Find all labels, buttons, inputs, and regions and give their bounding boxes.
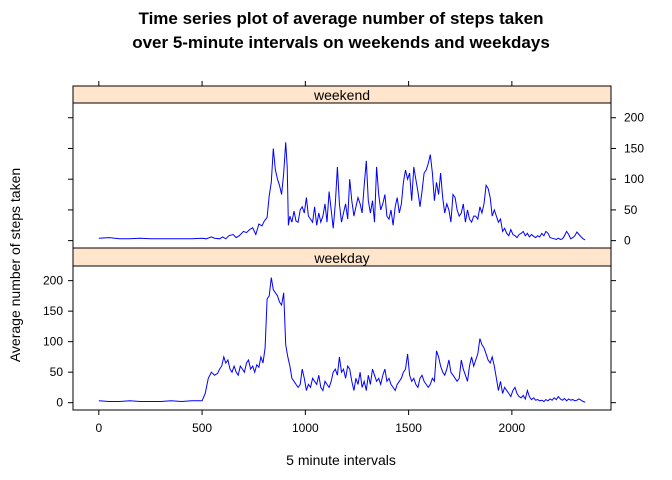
ytick-label-weekend: 200	[624, 111, 644, 125]
ytick-label-weekday: 200	[43, 274, 63, 288]
panel-weekday: weekday	[72, 247, 612, 411]
plot-frame-weekday	[72, 265, 612, 411]
panels-group: weekend weekday	[72, 85, 612, 411]
series-line-weekday	[98, 277, 586, 403]
chart-title-line-1: Time series plot of average number of st…	[139, 9, 544, 28]
ytick-label-weekend: 100	[624, 172, 644, 186]
xtick-label: 500	[192, 421, 212, 435]
ytick-label-weekday: 50	[50, 365, 64, 379]
panel-weekend: weekend	[72, 85, 612, 249]
ytick-label-weekend: 50	[624, 203, 638, 217]
strip-label-weekend: weekend	[313, 87, 370, 103]
y-axis-label: Average number of steps taken	[7, 168, 23, 362]
ytick-label-weekend: 150	[624, 141, 644, 155]
ytick-label-weekday: 0	[56, 396, 63, 410]
ytick-label-weekday: 100	[43, 335, 63, 349]
x-axis-label: 5 minute intervals	[286, 452, 396, 468]
xtick-label: 2000	[499, 421, 526, 435]
series-line-weekend	[98, 142, 586, 241]
ytick-label-weekday: 150	[43, 304, 63, 318]
strip-label-weekday: weekday	[313, 250, 369, 266]
ytick-label-weekend: 0	[624, 234, 631, 248]
chart-title-line-2: over 5-minute intervals on weekends and …	[132, 33, 550, 52]
xtick-label: 0	[95, 421, 102, 435]
plot-frame-weekend	[72, 102, 612, 249]
xtick-label: 1500	[395, 421, 422, 435]
xtick-label: 1000	[292, 421, 319, 435]
